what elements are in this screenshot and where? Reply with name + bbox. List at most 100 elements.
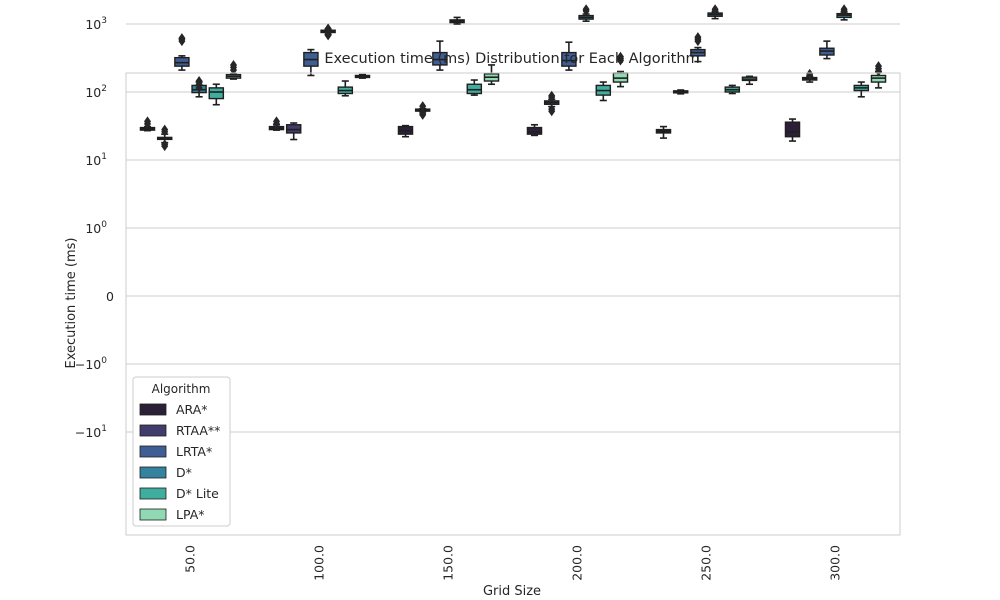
outlier-point: [230, 59, 237, 70]
outlier-point: [548, 104, 556, 115]
legend-item-lpa-: LPA*: [139, 507, 205, 522]
box-d--100.0: [320, 23, 336, 41]
box-d--250.0: [707, 4, 723, 20]
box-d-lite-200.0: [595, 81, 612, 102]
x-tick-label: 300.0: [828, 545, 843, 581]
chart-title: Execution time (ms) Distribution for Eac…: [324, 51, 699, 67]
outlier-point: [711, 4, 719, 15]
box-lpa--250.0: [741, 75, 758, 86]
box-lpa--50.0: [225, 59, 242, 80]
boxes-layer: [139, 4, 887, 152]
box-rtaa--50.0: [156, 124, 173, 152]
box-ara--150.0: [397, 124, 414, 138]
box-d-lite-250.0: [724, 84, 741, 95]
box-d--200.0: [578, 4, 594, 22]
legend-swatch: [139, 487, 167, 500]
outlier-point: [694, 32, 702, 43]
box-d-lite-100.0: [337, 80, 354, 97]
box-d--300.0: [836, 4, 852, 21]
box-lrta--300.0: [819, 40, 835, 60]
box-iqr: [561, 51, 577, 67]
box-lpa--300.0: [870, 61, 887, 89]
legend-label: LPA*: [176, 507, 205, 522]
legend-label: ARA*: [176, 402, 208, 417]
legend-item-d-: D*: [139, 465, 192, 480]
box-ara--50.0: [139, 116, 156, 132]
legend-swatch: [139, 466, 167, 479]
outlier-point: [178, 33, 186, 44]
box-ara--250.0: [655, 125, 672, 139]
box-lrta--250.0: [690, 32, 706, 63]
outlier-point: [195, 76, 203, 87]
box-d-lite-50.0: [208, 83, 225, 106]
x-tick-label: 150.0: [441, 545, 456, 581]
box-lrta--150.0: [432, 40, 448, 71]
y-tick-label: 102: [85, 84, 107, 100]
legend-item-ara-: ARA*: [139, 402, 208, 417]
box-d--150.0: [449, 16, 465, 25]
x-axis-label: Grid Size: [483, 584, 541, 599]
outlier-point: [806, 68, 814, 79]
outlier-point: [419, 108, 427, 119]
box-ara--200.0: [526, 123, 543, 137]
legend-title: Algorithm: [152, 382, 211, 396]
y-tick-label: −101: [75, 424, 107, 440]
legend: Algorithm ARA* RTAA** LRTA* D* D* Lite LPA*: [132, 376, 231, 527]
outlier-point: [419, 101, 427, 112]
outlier-point: [548, 90, 556, 101]
legend-item-lrta-: LRTA*: [139, 444, 212, 459]
box-lrta--50.0: [174, 33, 190, 71]
box-iqr: [466, 83, 483, 95]
box-rtaa--300.0: [801, 68, 818, 83]
box-d-lite-150.0: [466, 79, 483, 96]
outlier-point: [617, 51, 624, 62]
legend-label: D* Lite: [176, 486, 219, 501]
outlier-point: [582, 4, 590, 15]
grid-lines: [126, 23, 900, 433]
legend-items: ARA* RTAA** LRTA* D* D* Lite LPA*: [139, 402, 220, 522]
box-rtaa--100.0: [285, 122, 302, 141]
box-ara--300.0: [784, 118, 801, 142]
box-iqr: [208, 87, 225, 100]
x-tick-label: 100.0: [312, 545, 327, 581]
box-iqr: [526, 126, 543, 135]
legend-item-d-lite: D* Lite: [139, 486, 219, 501]
legend-label: RTAA**: [176, 423, 220, 438]
y-tick-label: 103: [85, 16, 107, 32]
y-tick-label: 101: [85, 152, 107, 168]
box-lpa--150.0: [483, 64, 500, 86]
outlier-point: [875, 61, 882, 72]
box-lrta--200.0: [561, 41, 577, 71]
y-tick-labels: 103 102 101 100 0 −100 −101: [75, 16, 114, 440]
box-rtaa--250.0: [672, 89, 689, 95]
legend-label: D*: [176, 465, 192, 480]
y-axis-label: Execution time (ms): [64, 237, 79, 368]
legend-swatch: [139, 445, 167, 458]
legend-swatch: [139, 508, 167, 521]
box-iqr: [784, 121, 801, 138]
outlier-point: [840, 4, 848, 15]
plot-frame: [125, 72, 901, 536]
legend-item-rtaa-: RTAA**: [139, 423, 220, 438]
y-tick-label: 100: [85, 220, 107, 236]
legend-swatch: [139, 403, 167, 416]
box-d-lite-300.0: [853, 81, 870, 98]
box-lpa--200.0: [612, 51, 629, 88]
x-tick-label: 50.0: [183, 545, 198, 573]
x-tick-labels: 50.0 100.0 150.0 200.0 250.0 300.0: [183, 545, 843, 581]
outlier-point: [324, 23, 332, 34]
box-ara--100.0: [268, 116, 285, 131]
box-lrta--100.0: [303, 48, 319, 77]
x-tick-label: 250.0: [699, 545, 714, 581]
outlier-point: [161, 139, 169, 150]
y-tick-label: 0: [106, 289, 114, 304]
outlier-point: [144, 116, 151, 127]
outlier-point: [324, 28, 332, 39]
box-lpa--100.0: [354, 73, 371, 79]
legend-label: LRTA*: [176, 444, 212, 459]
outlier-point: [273, 116, 280, 127]
box-rtaa--150.0: [414, 101, 431, 120]
y-tick-label: −100: [75, 356, 107, 372]
legend-swatch: [139, 424, 167, 437]
